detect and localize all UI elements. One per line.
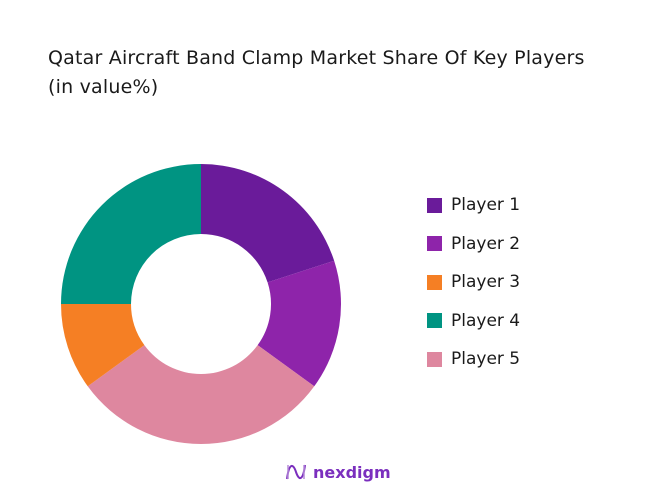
legend-swatch [427,274,442,290]
legend-item: Player 3 [427,263,520,302]
legend-swatch [427,197,442,213]
legend-label: Player 5 [451,349,521,370]
slice-player-4 [61,164,201,304]
legend-item: Player 4 [427,302,520,341]
nexdigm-logo: nexdigm [285,461,391,483]
legend-swatch [427,351,442,367]
legend-swatch [427,313,442,329]
legend-item: Player 2 [427,225,520,264]
slice-player-5 [87,345,315,445]
legend-swatch [427,236,442,252]
nexdigm-logo-icon [286,464,306,480]
legend-item: Player 1 [427,186,520,225]
logo-text: nexdigm [313,462,391,482]
legend: Player 1 Player 2 Player 3 Player 4 Player 5 [427,186,520,379]
slice-player-1 [201,164,335,283]
legend-label: Player 2 [451,233,521,254]
slice-player-3 [60,304,145,387]
slice-player-2 [257,260,341,387]
legend-label: Player 1 [451,195,521,216]
legend-item: Player 5 [427,340,520,379]
legend-label: Player 3 [451,272,521,293]
chart-title: Qatar Aircraft Band Clamp Market Share O… [48,47,585,98]
legend-label: Player 4 [451,310,521,331]
